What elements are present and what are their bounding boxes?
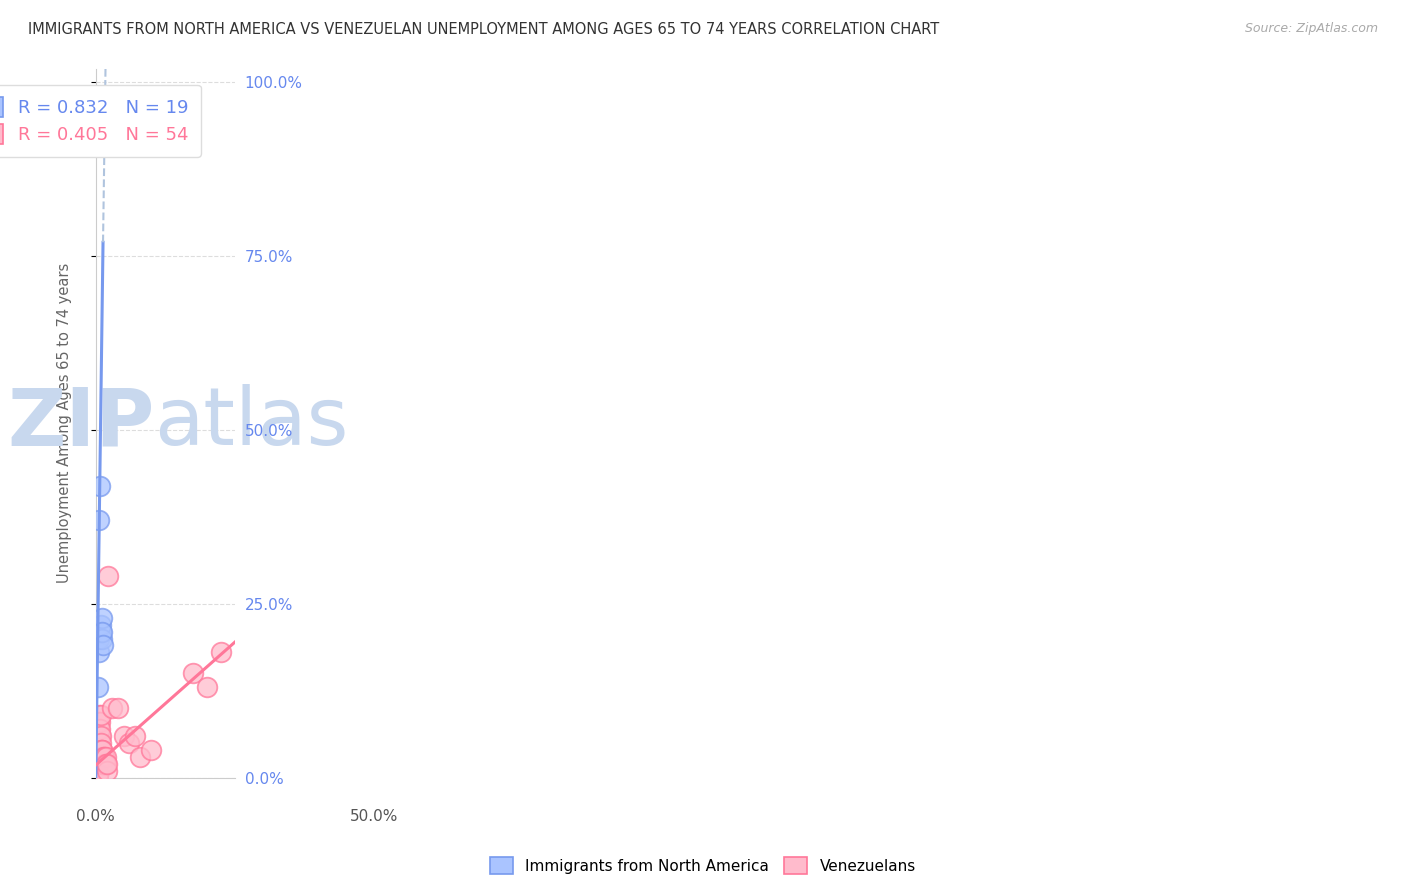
Point (89, 624, 111, 639)
Point (91, 624, 114, 639)
Point (87, 680, 110, 694)
Point (87, 645, 110, 659)
Point (87, 736, 110, 750)
Point (86, 767, 108, 781)
Point (89, 478, 111, 492)
Point (86, 768, 108, 782)
Point (87, 767, 110, 781)
Point (86, 767, 108, 781)
Point (97, 569, 120, 583)
Point (124, 729, 146, 743)
Point (86, 767, 108, 781)
Point (91, 756, 114, 771)
Legend: Immigrants from North America, Venezuelans: Immigrants from North America, Venezuela… (484, 851, 922, 880)
Point (90, 749, 112, 764)
Point (94, 96, 117, 111)
Point (87, 767, 110, 781)
Point (87, 729, 110, 743)
Point (93, 756, 115, 771)
Point (96, 764, 118, 778)
Text: atlas: atlas (155, 384, 349, 462)
Point (86, 767, 108, 781)
Point (89, 722, 111, 736)
Text: ZIP: ZIP (7, 384, 155, 462)
Point (107, 701, 129, 715)
Point (129, 749, 152, 764)
Point (86, 768, 108, 782)
Point (118, 736, 141, 750)
Point (90, 743, 112, 757)
Point (86, 768, 108, 782)
Point (86, 768, 108, 782)
Point (90, 610, 112, 624)
Point (93, 749, 115, 764)
Point (90, 617, 112, 632)
Point (86, 768, 108, 782)
Point (87, 768, 110, 782)
Point (209, 645, 232, 659)
Point (91, 749, 114, 764)
Point (89, 729, 111, 743)
Point (112, 729, 135, 743)
Y-axis label: Unemployment Among Ages 65 to 74 years: Unemployment Among Ages 65 to 74 years (58, 263, 72, 583)
Point (86, 768, 108, 782)
Text: 0.0%: 0.0% (76, 809, 115, 824)
Point (87, 743, 110, 757)
Point (90, 708, 112, 723)
Point (141, 743, 163, 757)
Point (91, 639, 114, 653)
Point (93, 749, 115, 764)
Point (89, 722, 111, 736)
Point (90, 632, 112, 646)
Point (87, 767, 110, 781)
Point (89, 708, 111, 723)
Point (86, 768, 108, 782)
Point (86, 767, 108, 781)
Point (91, 743, 114, 757)
Point (96, 756, 118, 771)
Text: IMMIGRANTS FROM NORTH AMERICA VS VENEZUELAN UNEMPLOYMENT AMONG AGES 65 TO 74 YEA: IMMIGRANTS FROM NORTH AMERICA VS VENEZUE… (28, 22, 939, 37)
Point (94, 749, 117, 764)
Point (94, 756, 117, 771)
Point (86, 769, 108, 783)
Point (87, 736, 110, 750)
Point (89, 513, 111, 527)
Point (87, 632, 110, 646)
Point (101, 701, 124, 715)
Point (90, 736, 112, 750)
Point (89, 714, 111, 729)
Point (96, 756, 118, 771)
Point (195, 680, 218, 694)
Point (87, 722, 110, 736)
Point (91, 756, 114, 771)
Point (84, 768, 107, 782)
Text: 50.0%: 50.0% (350, 809, 398, 824)
Point (90, 743, 112, 757)
Legend: R = 0.832   N = 19, R = 0.405   N = 54: R = 0.832 N = 19, R = 0.405 N = 54 (0, 85, 201, 157)
Point (181, 666, 204, 681)
Point (89, 714, 111, 729)
Point (86, 768, 108, 782)
Point (86, 768, 108, 782)
Text: Source: ZipAtlas.com: Source: ZipAtlas.com (1244, 22, 1378, 36)
Point (87, 767, 110, 781)
Point (89, 729, 111, 743)
